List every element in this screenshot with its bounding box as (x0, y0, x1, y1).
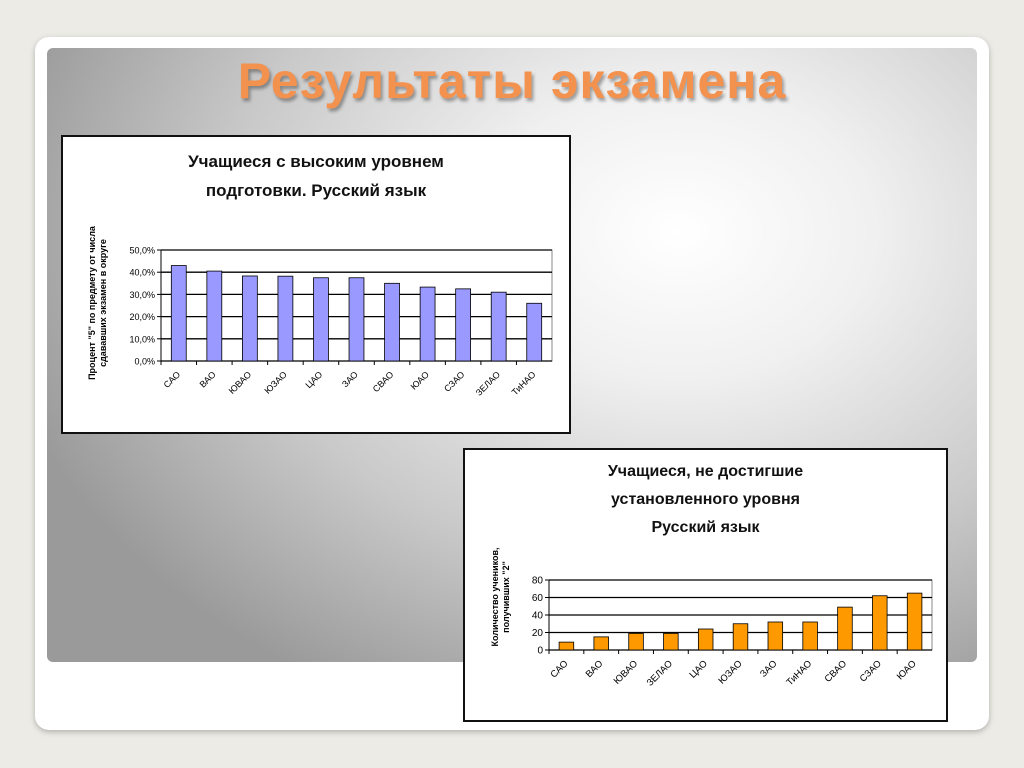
bar (277, 275, 294, 362)
bar (628, 632, 644, 651)
chart-plot: 0,0% 10,0% 20,0% 30,0% 40,0% 50,0% САО ВАО ЮВАО Ю… (87, 225, 553, 398)
y-tick-label: 30,0% (129, 290, 155, 300)
y-axis-label: получивших "2" (501, 561, 511, 633)
x-tick-label: ТиНАО (785, 658, 815, 688)
y-tick-label: 60 (532, 593, 544, 604)
y-tick-label: 0,0% (134, 357, 155, 367)
x-tick-label: СЗАО (858, 658, 884, 684)
chart-low-level: Учащиеся, не достигшие установленного ур… (463, 448, 948, 722)
chart-high-level: Учащиеся с высоким уровнем подготовки. Р… (61, 135, 571, 434)
y-tick-label: 20 (532, 628, 544, 639)
chart-title-line: Учащиеся, не достигшие (607, 463, 804, 480)
chart-title-line: установленного уровня (611, 491, 800, 508)
chart-title-line: Русский язык (651, 519, 760, 536)
x-tick-label: ЮВАО (227, 369, 254, 396)
bar (767, 621, 784, 651)
x-tick-label: САО (162, 369, 183, 390)
y-tick-label: 50,0% (129, 246, 155, 256)
x-tick-label: ЗАО (340, 369, 360, 389)
bar (348, 277, 365, 362)
x-tick-label: ВАО (584, 658, 606, 680)
y-axis-label: сдававших экзамен в округе (98, 239, 108, 367)
x-tick-label: СЗАО (442, 369, 466, 393)
x-tick-label: ЦАО (304, 369, 325, 390)
x-tick-label: ТиНАО (510, 369, 538, 397)
bar (455, 288, 472, 362)
chart-plot: 0 20 40 60 80 САО ВАО ЮВАО ЗЕЛАО ЦАО ЮЗАО ЗАО ТиНАО С… (490, 547, 933, 689)
bar (872, 595, 888, 651)
y-tick-label: 40 (532, 611, 544, 622)
y-axis-label: Количество учеников, (490, 547, 500, 646)
bar (170, 265, 187, 362)
x-tick-label: ЦАО (687, 658, 709, 680)
y-tick-label: 10,0% (129, 334, 155, 344)
bar (490, 291, 507, 362)
bar (419, 286, 436, 362)
y-tick-label: 20,0% (129, 312, 155, 322)
bar (732, 623, 749, 651)
bar (837, 606, 853, 651)
chart-title-line: Учащиеся с высоким уровнем (188, 152, 444, 171)
bar (558, 641, 575, 651)
bar (663, 632, 679, 651)
x-tick-label: ЮВАО (612, 658, 640, 686)
x-tick-label: САО (548, 658, 570, 680)
x-tick-label: ЮАО (409, 369, 431, 391)
x-tick-label: СВАО (823, 658, 849, 684)
y-tick-label: 40,0% (129, 268, 155, 278)
x-tick-label: СВАО (371, 369, 396, 394)
bar (802, 621, 818, 651)
y-tick-label: 80 (532, 576, 544, 587)
bar (697, 628, 714, 651)
x-tick-label: ЮАО (895, 658, 919, 682)
bar (593, 636, 609, 651)
bar (313, 277, 329, 362)
x-tick-label: ЗЕЛАО (474, 369, 502, 397)
bar (526, 302, 543, 362)
slide-title: Результаты экзамена (237, 53, 787, 109)
y-tick-label: 0 (537, 646, 543, 657)
x-tick-label: ЗАО (758, 658, 779, 679)
y-axis-label: Процент "5" по предмету от числа (87, 225, 97, 380)
bar (241, 275, 258, 362)
chart-title: Учащиеся, не достигшие установленного ур… (465, 458, 946, 542)
x-tick-label: ВАО (198, 369, 218, 389)
chart-title: Учащиеся с высоким уровнем подготовки. Р… (63, 147, 569, 205)
x-tick-label: ЗЕЛАО (645, 658, 675, 688)
bar (384, 282, 400, 362)
chart-title-line: подготовки. Русский язык (205, 181, 427, 200)
bar (206, 270, 223, 362)
x-tick-label: ЮЗАО (262, 369, 288, 395)
bar (906, 592, 923, 651)
x-tick-label: ЮЗАО (716, 658, 744, 686)
